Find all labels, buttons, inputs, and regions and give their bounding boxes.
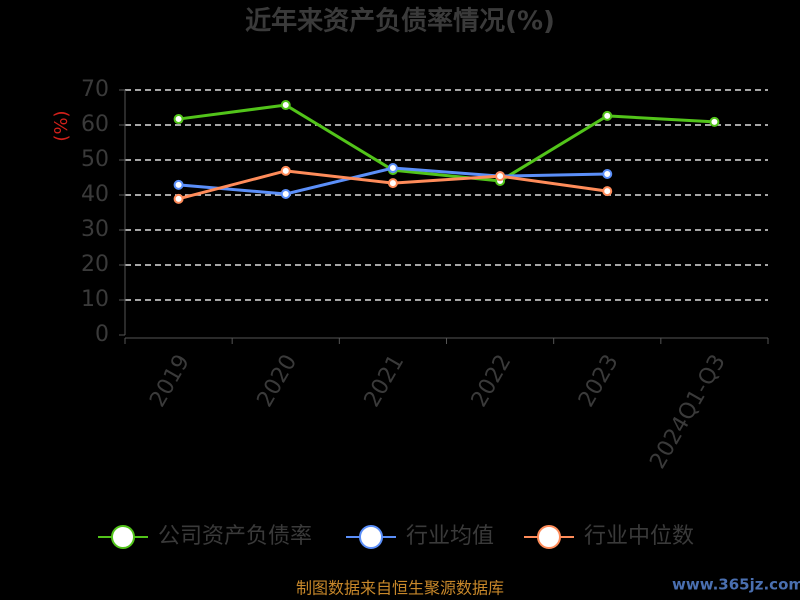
data-point: [602, 169, 613, 179]
y-tick-label: 30: [81, 217, 109, 242]
y-tick-label: 40: [81, 182, 109, 207]
y-tick-label: 0: [95, 322, 109, 347]
data-point: [387, 178, 398, 189]
x-tick-label: 2023: [574, 351, 624, 412]
chart-title: 近年来资产负债率情况(%): [245, 6, 555, 37]
legend-label: 行业中位数: [584, 524, 694, 549]
x-tick-label: 2024Q1-Q3: [645, 351, 730, 474]
data-point: [495, 171, 506, 182]
legend-label: 公司资产负债率: [158, 524, 312, 549]
data-point: [280, 100, 291, 111]
y-tick-label: 20: [81, 252, 109, 277]
source-note: 制图数据来自恒生聚源数据库: [296, 579, 504, 598]
y-tick-label: 70: [81, 77, 109, 102]
data-point: [709, 116, 720, 127]
data-point: [280, 165, 291, 176]
y-tick-label: 50: [81, 147, 109, 172]
legend-marker: [111, 525, 135, 549]
data-point: [173, 193, 184, 204]
series-line: [178, 103, 715, 183]
x-tick-label: 2019: [145, 351, 195, 412]
y-tick-label: 10: [81, 287, 109, 312]
data-point: [173, 179, 184, 190]
data-point: [387, 163, 398, 174]
legend-marker: [359, 525, 383, 549]
y-tick-label: 60: [81, 112, 109, 137]
x-tick-label: 2022: [467, 351, 517, 412]
data-point: [173, 114, 184, 125]
y-axis-label: (%): [51, 110, 72, 141]
watermark: www.365jz.com: [672, 576, 800, 594]
legend-marker: [537, 525, 561, 549]
data-point: [602, 110, 613, 121]
data-point: [602, 186, 613, 197]
x-tick-label: 2021: [360, 351, 410, 412]
x-tick-label: 2020: [252, 351, 302, 412]
legend-label: 行业均值: [406, 524, 494, 549]
data-point: [280, 188, 291, 199]
